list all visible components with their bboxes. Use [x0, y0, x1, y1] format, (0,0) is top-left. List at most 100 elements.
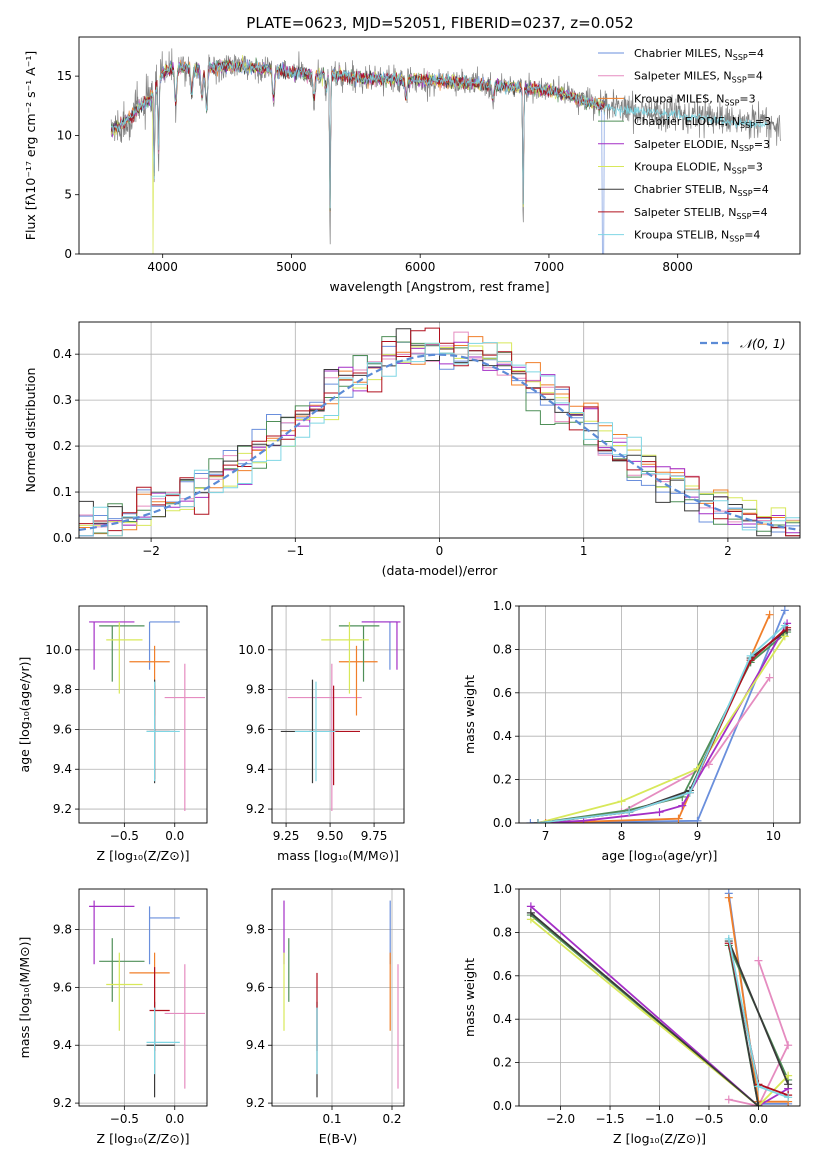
y-tick-label: 0.0: [53, 531, 72, 545]
x-tick-label: 8: [618, 829, 626, 843]
legend-sub: SSP: [732, 167, 747, 176]
mass_vs_ebv-plot-area: [283, 900, 399, 1098]
y-tick-label: 0: [64, 247, 72, 261]
x-tick-label: 0: [436, 544, 444, 558]
mass-weight-line: [530, 609, 786, 823]
mass-weight-marker: [780, 632, 789, 641]
legend-name: Kroupa MILES, N: [634, 92, 724, 105]
age_vs_Z-axes: −0.5 0.0 9.2 9.4 9.6 9.8 10.0 Z [log₁₀(Z/Z⊙)] ag…: [17, 605, 208, 863]
mass-weight-marker: [784, 1041, 793, 1050]
y-tick-label: 9.6: [53, 980, 72, 994]
mass-weight-marker: [780, 621, 789, 630]
legend-sub: SSP: [739, 144, 754, 153]
x-tick-label: 10: [766, 829, 781, 843]
y-axis-label: Flux [fλ10⁻¹⁷ erg cm⁻² s⁻¹ A⁻¹]: [23, 51, 38, 240]
mass-weight-marker: [765, 610, 774, 619]
y-tick-label: 0.0: [493, 1099, 512, 1113]
legend-name: Salpeter STELIB, N: [634, 206, 736, 219]
legend-entry: 𝒩(0, 1): [740, 336, 786, 351]
x-tick-label: −2.0: [546, 1112, 575, 1126]
x-tick-label: 4000: [147, 260, 178, 274]
age_vs_mass-plot-area: [280, 621, 401, 812]
x-tick-label: 8000: [662, 260, 693, 274]
mass_vs_Z-plot-area: [89, 900, 205, 1098]
x-tick-label: 0.0: [749, 1112, 768, 1126]
x-tick-label: 7: [542, 829, 550, 843]
mass_vs_ebv-axes: 0.1 0.2 9.2 9.4 9.6 9.8 E(B-V): [246, 888, 405, 1146]
legend-count: =4: [744, 229, 760, 242]
mass-weight-marker: [526, 819, 535, 823]
y-tick-label: 9.2: [53, 1096, 72, 1110]
legend-name: Kroupa ELODIE, N: [634, 161, 732, 174]
mass_weight_vs_Z-plot-area: [526, 889, 793, 1106]
mass-weight-line: [530, 912, 789, 1106]
y-tick-label: 9.4: [53, 1038, 72, 1052]
x-tick-label: 5000: [276, 260, 307, 274]
x-tick-label: −1.5: [595, 1112, 624, 1126]
y-tick-label: 0.4: [53, 347, 72, 361]
normal-reference-curve: [79, 353, 800, 531]
x-tick-label: −0.5: [110, 1112, 139, 1126]
legend-entry: Kroupa STELIB, NSSP=4: [634, 229, 760, 244]
legend-name: Chabrier STELIB, N: [634, 183, 738, 196]
legend-name: Kroupa STELIB, N: [634, 229, 729, 242]
legend-count: =3: [739, 92, 755, 105]
mass_weight_vs_age-plot-area: [526, 606, 792, 823]
mass-weight-marker: [780, 606, 789, 615]
mass-weight-marker: [617, 797, 626, 806]
y-tick-label: 9.8: [246, 683, 265, 697]
y-tick-label: 0.6: [493, 969, 512, 983]
legend-entry: Salpeter MILES, NSSP=4: [634, 70, 763, 85]
y-tick-label: 0.8: [493, 642, 512, 656]
x-tick-label: 0.1: [322, 1112, 341, 1126]
legend-name: Salpeter ELODIE, N: [634, 138, 739, 151]
y-tick-label: 0.2: [493, 1056, 512, 1070]
legend-entry: Salpeter ELODIE, NSSP=3: [634, 138, 770, 153]
mass_vs_Z-axes: −0.5 0.0 9.2 9.4 9.6 9.8 Z [log₁₀(Z/Z⊙)] mass […: [17, 888, 208, 1146]
x-axis-label: age [log₁₀(age/yr)]: [602, 848, 718, 863]
mass-weight-marker: [784, 1080, 793, 1089]
y-tick-label: 9.2: [246, 802, 265, 816]
legend-count: =3: [755, 115, 771, 128]
axes-frame: [518, 605, 801, 824]
x-tick-label: 0.0: [165, 829, 184, 843]
mass-weight-marker: [678, 801, 687, 810]
mass-weight-marker: [674, 814, 683, 823]
y-tick-label: 9.2: [246, 1096, 265, 1110]
y-tick-label: 15: [57, 69, 72, 83]
residual-histogram: [79, 342, 800, 537]
x-tick-label: 9.75: [361, 829, 388, 843]
axes-frame: [271, 605, 405, 824]
y-tick-label: 9.4: [246, 762, 265, 776]
mass-weight-line: [728, 960, 790, 1106]
y-tick-label: 5: [64, 188, 72, 202]
x-axis-label: Z [log₁₀(Z/Z⊙)]: [613, 1131, 706, 1146]
y-tick-label: 0.4: [493, 1012, 512, 1026]
mass-weight-line: [537, 635, 786, 823]
x-axis-label: wavelength [Angstrom, rest frame]: [329, 279, 549, 294]
y-tick-label: 9.2: [53, 802, 72, 816]
legend-entry: Kroupa MILES, NSSP=3: [634, 92, 756, 107]
x-tick-label: −0.5: [694, 1112, 723, 1126]
x-tick-label: 6000: [405, 260, 436, 274]
mass-weight-marker: [754, 956, 763, 965]
age_vs_mass-axes: 9.25 9.50 9.75 9.2 9.4 9.6 9.8 10.0 mass [log₁₀(…: [238, 605, 405, 863]
x-axis-label: Z [log₁₀(Z/Z⊙)]: [97, 848, 190, 863]
x-tick-label: −0.5: [110, 829, 139, 843]
y-tick-label: 9.4: [246, 1038, 265, 1052]
x-tick-label: 7000: [534, 260, 565, 274]
legend-sub: SSP: [733, 53, 748, 62]
x-tick-label: −1.0: [645, 1112, 674, 1126]
mass-weight-marker: [765, 673, 774, 682]
axes-frame: [271, 888, 405, 1107]
mass-weight-line: [537, 624, 786, 823]
mass-weight-marker: [724, 934, 733, 943]
axes-frame: [78, 321, 801, 539]
y-tick-label: 9.4: [53, 762, 72, 776]
y-tick-label: 0.1: [53, 485, 72, 499]
x-tick-label: 9.50: [317, 829, 344, 843]
y-tick-label: 0.0: [493, 816, 512, 830]
mass-weight-line: [537, 622, 788, 823]
y-tick-label: 10.0: [238, 643, 265, 657]
